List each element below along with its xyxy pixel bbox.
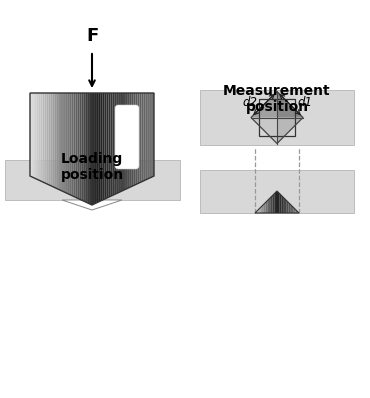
Polygon shape (107, 93, 108, 198)
Polygon shape (36, 93, 38, 180)
Polygon shape (84, 93, 86, 202)
FancyBboxPatch shape (5, 160, 180, 200)
Polygon shape (63, 93, 65, 193)
Polygon shape (55, 93, 57, 189)
Polygon shape (102, 93, 104, 200)
Text: Measurement
position: Measurement position (223, 84, 331, 114)
Text: d2: d2 (242, 96, 257, 109)
Polygon shape (129, 93, 131, 187)
Polygon shape (273, 194, 275, 213)
Polygon shape (123, 93, 125, 191)
Polygon shape (285, 199, 287, 213)
Polygon shape (96, 93, 98, 203)
Polygon shape (125, 93, 127, 189)
FancyBboxPatch shape (200, 90, 354, 145)
Polygon shape (148, 93, 150, 179)
Polygon shape (86, 93, 88, 203)
Polygon shape (80, 93, 82, 200)
Polygon shape (255, 211, 257, 213)
Polygon shape (104, 93, 107, 199)
Polygon shape (282, 195, 283, 213)
Polygon shape (260, 206, 262, 213)
Polygon shape (92, 93, 94, 205)
Polygon shape (267, 199, 269, 213)
Polygon shape (142, 93, 144, 182)
Polygon shape (69, 93, 71, 195)
Polygon shape (71, 93, 73, 196)
Polygon shape (65, 93, 67, 193)
Polygon shape (257, 209, 259, 213)
Polygon shape (127, 93, 129, 189)
Polygon shape (53, 93, 55, 187)
Polygon shape (262, 204, 264, 213)
Polygon shape (150, 93, 152, 178)
Polygon shape (38, 93, 40, 181)
Polygon shape (264, 203, 266, 213)
Polygon shape (131, 93, 133, 187)
Polygon shape (75, 93, 78, 198)
Polygon shape (287, 201, 289, 213)
Polygon shape (88, 93, 90, 204)
Polygon shape (152, 93, 154, 177)
Polygon shape (43, 93, 44, 183)
FancyBboxPatch shape (115, 105, 139, 169)
Polygon shape (34, 93, 36, 179)
Polygon shape (47, 93, 48, 185)
Polygon shape (277, 117, 303, 144)
Polygon shape (275, 192, 276, 213)
Polygon shape (48, 93, 51, 185)
Polygon shape (62, 200, 122, 210)
Polygon shape (290, 204, 292, 213)
Polygon shape (51, 93, 53, 187)
Polygon shape (294, 208, 296, 213)
Polygon shape (30, 93, 32, 177)
Polygon shape (108, 93, 111, 197)
Polygon shape (146, 93, 148, 180)
Polygon shape (44, 93, 47, 184)
Polygon shape (32, 93, 34, 178)
Polygon shape (94, 93, 96, 204)
Polygon shape (277, 92, 303, 117)
Polygon shape (278, 192, 280, 213)
Polygon shape (251, 92, 277, 117)
Polygon shape (138, 93, 139, 184)
Polygon shape (90, 93, 92, 205)
Polygon shape (259, 208, 260, 213)
Polygon shape (280, 194, 282, 213)
Polygon shape (82, 93, 84, 201)
Polygon shape (271, 195, 273, 213)
Polygon shape (135, 93, 138, 185)
Polygon shape (251, 117, 277, 144)
FancyBboxPatch shape (200, 170, 354, 213)
Polygon shape (57, 93, 59, 189)
Polygon shape (283, 197, 285, 213)
Polygon shape (133, 93, 135, 185)
Polygon shape (61, 93, 63, 191)
Polygon shape (67, 93, 69, 194)
Polygon shape (276, 192, 278, 213)
Polygon shape (292, 206, 294, 213)
Polygon shape (119, 93, 121, 193)
Polygon shape (289, 203, 290, 213)
Text: Loading
position: Loading position (60, 152, 124, 182)
Polygon shape (121, 93, 123, 191)
Text: F: F (86, 27, 98, 45)
Text: d1: d1 (297, 96, 312, 109)
Polygon shape (139, 93, 142, 183)
Polygon shape (269, 197, 271, 213)
Polygon shape (59, 93, 61, 191)
Polygon shape (113, 93, 115, 195)
Polygon shape (78, 93, 80, 199)
Polygon shape (111, 93, 113, 196)
Polygon shape (144, 93, 146, 181)
Polygon shape (117, 93, 119, 193)
Polygon shape (98, 93, 100, 202)
Polygon shape (73, 93, 75, 197)
Polygon shape (115, 93, 117, 194)
Polygon shape (40, 93, 43, 182)
Polygon shape (297, 211, 299, 213)
Polygon shape (100, 93, 102, 201)
Polygon shape (296, 209, 297, 213)
Polygon shape (266, 201, 267, 213)
